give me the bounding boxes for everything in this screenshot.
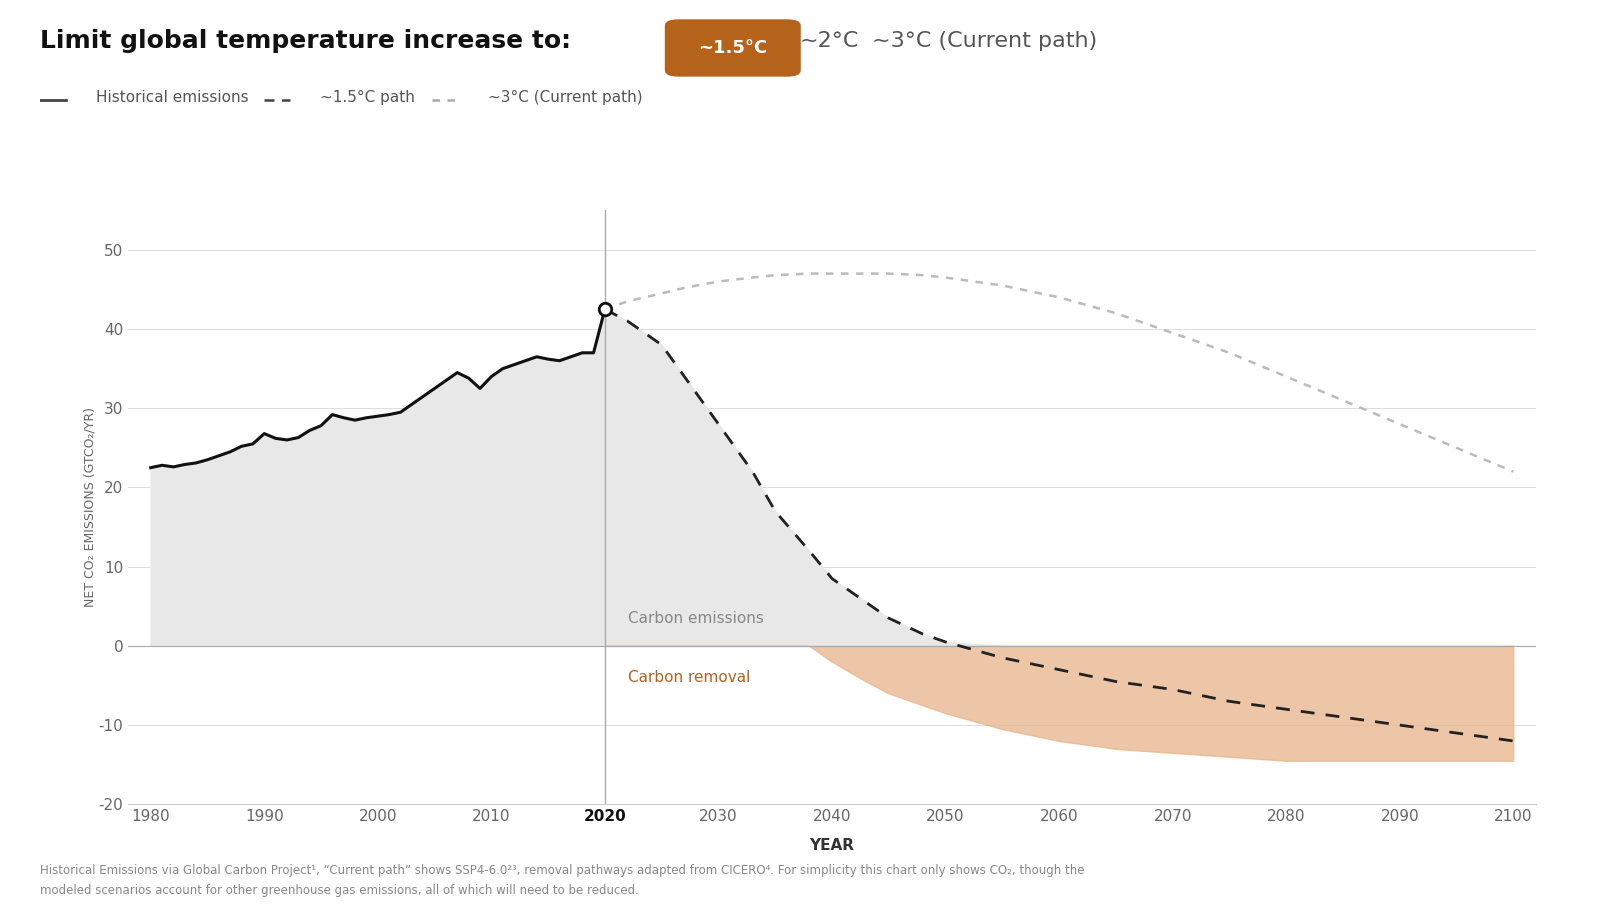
- Text: ~1.5°C: ~1.5°C: [698, 39, 768, 57]
- Text: ~2°C: ~2°C: [800, 31, 859, 51]
- Text: Carbon removal: Carbon removal: [627, 670, 750, 686]
- Text: modeled scenarios account for other greenhouse gas emissions, all of which will : modeled scenarios account for other gree…: [40, 884, 638, 897]
- Text: ~1.5°C path: ~1.5°C path: [320, 90, 414, 105]
- X-axis label: YEAR: YEAR: [810, 838, 854, 853]
- Y-axis label: NET CO₂ EMISSIONS (GTCO₂/YR): NET CO₂ EMISSIONS (GTCO₂/YR): [83, 408, 96, 607]
- FancyBboxPatch shape: [666, 19, 800, 77]
- Text: ~3°C (Current path): ~3°C (Current path): [488, 90, 643, 105]
- Text: ~3°C (Current path): ~3°C (Current path): [872, 31, 1098, 51]
- Text: Limit global temperature increase to:: Limit global temperature increase to:: [40, 29, 571, 53]
- Text: Historical emissions: Historical emissions: [96, 90, 248, 105]
- Text: Historical Emissions via Global Carbon Project¹, “Current path” shows SSP4-6.0²³: Historical Emissions via Global Carbon P…: [40, 864, 1085, 877]
- Text: Carbon emissions: Carbon emissions: [627, 611, 763, 626]
